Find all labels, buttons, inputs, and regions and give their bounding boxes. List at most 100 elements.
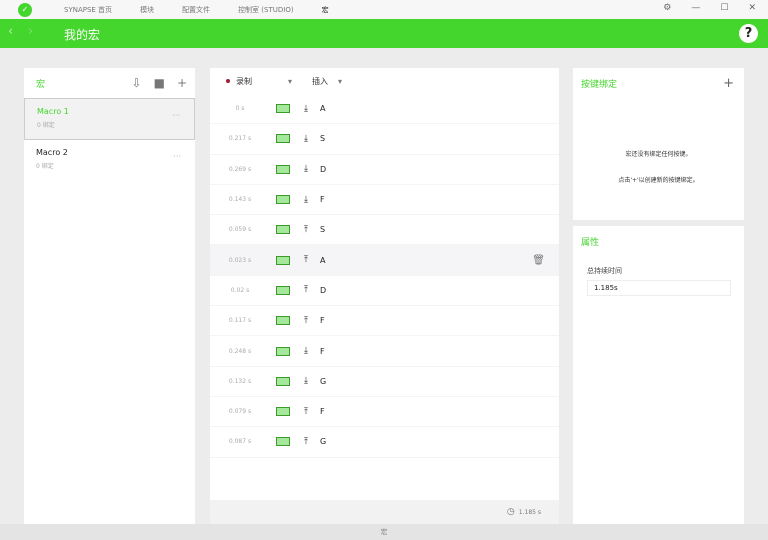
macro-event-row[interactable]: 0.217 s ⤓ S (210, 124, 559, 155)
properties-title: 属性 (581, 237, 600, 248)
nav-modules[interactable]: 模块 (140, 5, 155, 14)
macro-list-panel: 宏 ⇩ ■ + Macro 1 0 绑定 ··· Macro 2 0 绑定 ··… (24, 68, 195, 524)
event-delay[interactable]: 0.117 s (228, 317, 252, 325)
no-binding-message: 宏还没有绑定任何按键。 (625, 151, 692, 158)
page-title: 我的宏 (64, 28, 101, 42)
key-up-icon: ⤒ (304, 224, 308, 235)
keyboard-icon (276, 104, 290, 114)
event-delay[interactable]: 0.269 s (228, 165, 252, 173)
event-key: G (320, 376, 327, 386)
insert-button[interactable]: 插入 (312, 76, 329, 86)
macro-event-row[interactable]: 0.059 s ⤒ S (210, 215, 559, 246)
event-delay[interactable]: 0.248 s (228, 347, 252, 355)
record-dropdown-icon[interactable]: ▾ (288, 76, 293, 86)
macro-item[interactable]: Macro 1 0 绑定 ··· (24, 98, 195, 140)
more-options-icon[interactable]: ··· (172, 111, 180, 120)
macro-event-row[interactable]: 0.269 s ⤓ D (210, 155, 559, 185)
properties-panel: 属性 总持续时间 1.185s (573, 226, 744, 524)
key-binding-panel: 按键绑定 + 宏还没有绑定任何按键。 点击'+'以创建新的按键绑定。 (573, 68, 744, 220)
event-key: F (320, 195, 325, 205)
keyboard-icon (276, 407, 290, 417)
key-up-icon: ⤒ (304, 436, 308, 447)
total-duration: 1.185 s (518, 508, 541, 516)
page-header: ‹ › 我的宏 ? (0, 19, 768, 48)
keyboard-icon (276, 164, 290, 174)
key-up-icon: ⤒ (304, 255, 308, 266)
more-options-icon[interactable]: ··· (173, 152, 181, 161)
event-key: S (320, 134, 326, 144)
clock-icon: ◷ (506, 507, 515, 517)
event-key: A (320, 255, 326, 265)
key-binding-title: 按键绑定 (581, 79, 618, 90)
help-button[interactable]: ? (739, 24, 758, 43)
macro-event-row[interactable]: 0.02 s ⤒ D (210, 276, 559, 307)
event-delay[interactable]: 0.079 s (228, 408, 252, 416)
event-delay[interactable]: 0.132 s (228, 377, 252, 385)
razer-logo-icon[interactable]: ✓ (18, 2, 32, 17)
event-key: S (320, 225, 326, 235)
event-key: D (320, 164, 327, 174)
keyboard-icon (276, 346, 290, 356)
macro-name: Macro 2 (36, 148, 68, 157)
add-macro-icon[interactable]: + (176, 76, 187, 90)
event-delay[interactable]: 0.087 s (228, 438, 252, 446)
macro-event-row[interactable]: 0.087 s ⤒ G (210, 427, 559, 458)
event-delay[interactable]: 0.143 s (228, 196, 252, 204)
editor-footer: ◷ 1.185 s (210, 500, 559, 524)
event-key: A (320, 104, 326, 114)
macro-event-row[interactable]: 0.248 s ⤓ F (210, 336, 559, 367)
keyboard-icon (276, 376, 290, 386)
macro-event-row[interactable]: 0 s ⤓ A (210, 94, 559, 125)
macro-bindings: 0 绑定 (37, 122, 55, 129)
key-up-icon: ⤒ (304, 315, 308, 326)
macro-list-title: 宏 (36, 79, 46, 90)
nav-macro[interactable]: 宏 (321, 5, 329, 14)
status-bar: 宏 (0, 524, 768, 540)
nav-studio[interactable]: 控制室 (STUDIO) (238, 5, 294, 14)
keyboard-icon (276, 195, 290, 205)
event-key: G (320, 437, 327, 447)
event-delay[interactable]: 0.059 s (228, 226, 252, 234)
keyboard-icon (276, 437, 290, 447)
macro-event-row[interactable]: 0.079 s ⤒ F (210, 397, 559, 428)
event-delay[interactable]: 0 s (235, 105, 245, 113)
forward-arrow-icon[interactable]: › (28, 24, 34, 39)
keyboard-icon (276, 225, 290, 235)
event-key: F (320, 407, 325, 417)
minimize-button[interactable]: — (691, 3, 701, 13)
delete-icon[interactable]: 🗑 (532, 254, 545, 266)
event-delay[interactable]: 0.217 s (228, 135, 252, 143)
event-key: F (320, 346, 325, 356)
folder-icon[interactable]: ■ (153, 76, 165, 90)
key-down-icon: ⤓ (304, 376, 308, 387)
record-dot-icon (226, 79, 230, 83)
macro-event-row[interactable]: 0.132 s ⤓ G (210, 367, 559, 397)
import-icon[interactable]: ⇩ (131, 76, 142, 90)
macro-item[interactable]: Macro 2 0 绑定 ··· (24, 140, 195, 182)
keyboard-icon (276, 285, 290, 295)
close-button[interactable]: ✕ (748, 3, 756, 13)
insert-dropdown-icon[interactable]: ▾ (338, 76, 343, 86)
duration-label: 总持续时间 (587, 267, 622, 275)
event-delay[interactable]: 0.02 s (230, 286, 250, 294)
macro-name: Macro 1 (37, 107, 69, 116)
macro-event-row[interactable]: 0.143 s ⤓ F (210, 185, 559, 216)
add-binding-hint: 点击'+'以创建新的按键绑定。 (618, 177, 699, 184)
keyboard-icon (276, 134, 290, 144)
keyboard-icon (276, 255, 290, 265)
nav-home[interactable]: SYNAPSE 首页 (64, 5, 113, 14)
record-button[interactable]: 录制 (236, 76, 252, 86)
add-binding-icon[interactable]: + (723, 75, 734, 91)
macro-event-row[interactable]: 0.023 s ⤒ A 🗑 (210, 245, 559, 276)
maximize-button[interactable]: ☐ (720, 3, 729, 13)
keyboard-icon (276, 316, 290, 326)
key-up-icon: ⤒ (304, 285, 308, 296)
nav-profiles[interactable]: 配置文件 (182, 5, 211, 14)
event-key: F (320, 316, 325, 326)
macro-event-row[interactable]: 0.117 s ⤒ F (210, 306, 559, 337)
duration-field[interactable]: 1.185s (587, 280, 731, 296)
event-delay[interactable]: 0.023 s (228, 256, 252, 264)
back-arrow-icon[interactable]: ‹ (8, 24, 14, 39)
settings-icon[interactable]: ⚙ (663, 3, 672, 13)
